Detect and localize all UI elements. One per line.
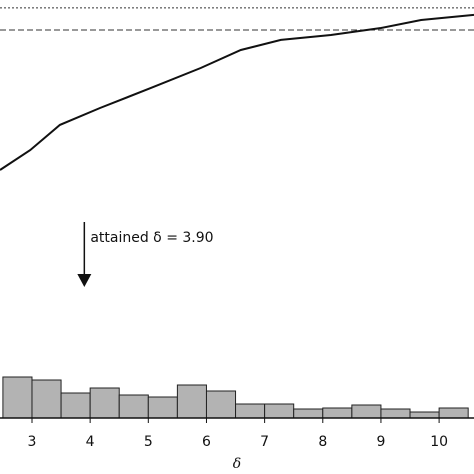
x-tick-label: 7 bbox=[260, 434, 269, 450]
histogram-bar bbox=[380, 408, 411, 419]
histogram-bar bbox=[31, 379, 62, 419]
histogram-bar bbox=[205, 390, 237, 419]
arrow-head bbox=[77, 274, 92, 287]
x-tick-label: 8 bbox=[318, 434, 327, 450]
histogram-bar bbox=[293, 408, 324, 419]
histogram-bar bbox=[322, 407, 353, 419]
histogram-bar bbox=[60, 392, 91, 419]
x-tick-label: 3 bbox=[28, 434, 37, 450]
histogram-bar bbox=[176, 384, 207, 419]
histogram-bar bbox=[409, 411, 440, 419]
x-tick-label: 4 bbox=[86, 434, 95, 450]
histogram-bar bbox=[351, 404, 382, 419]
curve bbox=[0, 13, 474, 171]
x-tick-label: 9 bbox=[376, 434, 385, 450]
x-tick-label: 10 bbox=[430, 434, 448, 450]
histogram-bar bbox=[2, 376, 33, 419]
x-tick-label: 6 bbox=[202, 434, 211, 450]
histogram-bar bbox=[118, 394, 149, 419]
histogram-bar bbox=[438, 407, 469, 419]
histogram-bar bbox=[235, 403, 266, 419]
histogram-bar bbox=[147, 396, 178, 419]
histogram-bar bbox=[264, 403, 295, 419]
x-axis-label: δ bbox=[233, 456, 241, 472]
x-tick-label: 5 bbox=[144, 434, 153, 450]
annotation: attained δ = 3.90 bbox=[90, 230, 213, 246]
histogram-bar bbox=[89, 387, 120, 419]
